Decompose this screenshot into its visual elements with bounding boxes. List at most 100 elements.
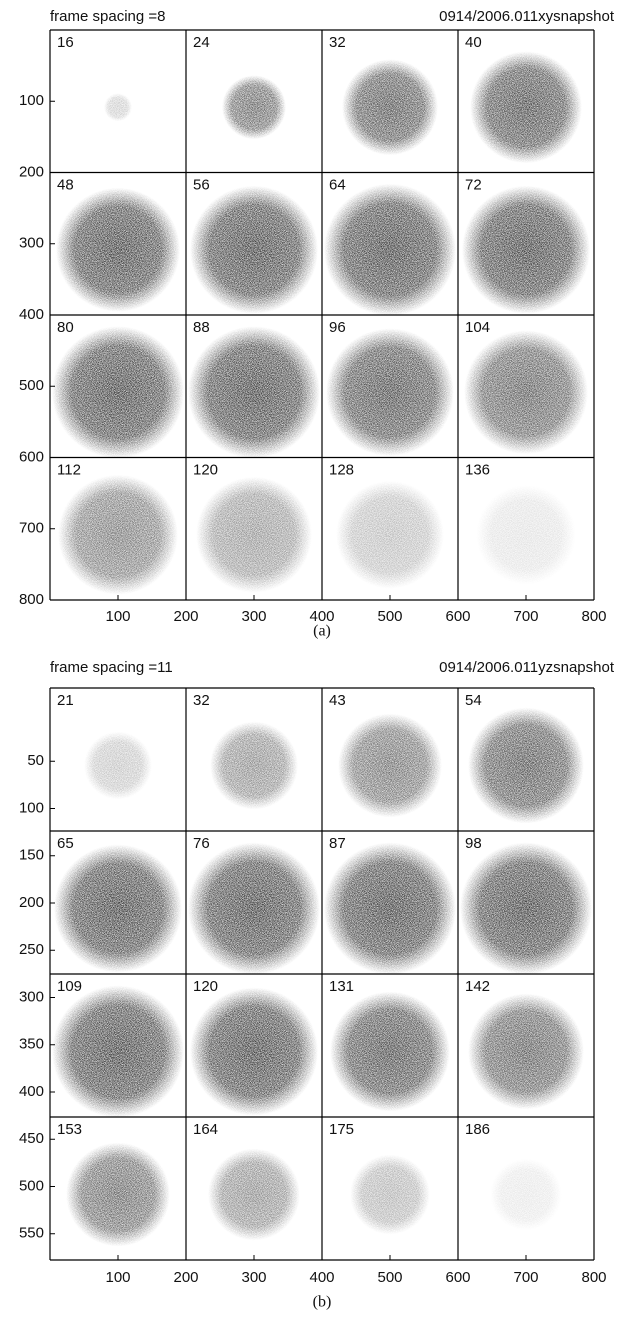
particle-cloud — [336, 480, 444, 589]
particle-cloud — [104, 93, 132, 122]
frame-number: 87 — [329, 835, 346, 852]
frame-number: 64 — [329, 176, 346, 193]
caption: (a) — [313, 623, 331, 640]
frame-number: 104 — [465, 319, 490, 336]
frame-number: 120 — [193, 978, 218, 995]
particle-cloud — [52, 326, 184, 459]
snapshot-tile: 109 — [50, 974, 186, 1118]
particle-cloud — [188, 842, 320, 975]
frame-number: 16 — [57, 34, 74, 51]
frame-number: 88 — [193, 319, 210, 336]
x-tick-label: 600 — [445, 1269, 470, 1286]
particle-cloud — [324, 842, 456, 975]
x-tick-label: 600 — [445, 608, 470, 625]
y-tick-label: 200 — [19, 163, 44, 180]
particle-cloud — [330, 991, 450, 1112]
frame-number: 65 — [57, 835, 74, 852]
particle-cloud — [52, 985, 184, 1118]
x-tick-label: 300 — [241, 1269, 266, 1286]
snapshot-tile: 175 — [322, 1117, 458, 1260]
particle-cloud — [324, 183, 456, 316]
particle-cloud — [326, 328, 454, 457]
particle-cloud — [468, 993, 584, 1110]
snapshot-tile: 56 — [186, 172, 322, 315]
particle-cloud — [56, 187, 180, 312]
snapshot-tile: 142 — [458, 974, 594, 1117]
frame-number: 153 — [57, 1121, 82, 1138]
y-tick-label: 100 — [19, 92, 44, 109]
frame-number: 76 — [193, 835, 210, 852]
snapshot-tile: 164 — [186, 1117, 322, 1260]
snapshot-tile: 24 — [186, 30, 322, 173]
particle-cloud — [210, 721, 298, 810]
frame-number: 112 — [57, 461, 81, 478]
x-tick-label: 300 — [241, 608, 266, 625]
caption: (b) — [313, 1294, 332, 1311]
snapshot-tile: 40 — [458, 30, 594, 173]
frame-number: 40 — [465, 34, 482, 51]
frame-number: 120 — [193, 461, 218, 478]
particle-cloud — [54, 844, 182, 973]
y-tick-label: 500 — [19, 1177, 44, 1194]
x-tick-label: 500 — [377, 1269, 402, 1286]
particle-cloud — [196, 476, 312, 593]
particle-cloud — [468, 707, 584, 824]
snapshot-tile: 88 — [186, 315, 322, 459]
frame-number: 80 — [57, 319, 74, 336]
x-tick-label: 800 — [581, 608, 606, 625]
header-left: frame spacing =8 — [50, 8, 165, 25]
y-tick-label: 100 — [19, 799, 44, 816]
snapshot-tile: 112 — [50, 457, 186, 600]
x-tick-label: 800 — [581, 1269, 606, 1286]
y-tick-label: 300 — [19, 988, 44, 1005]
frame-number: 136 — [465, 461, 490, 478]
frame-number: 98 — [465, 835, 482, 852]
y-tick-label: 50 — [27, 752, 44, 769]
snapshot-tile: 72 — [458, 172, 594, 315]
frame-number: 43 — [329, 692, 346, 709]
x-tick-label: 700 — [513, 608, 538, 625]
y-tick-label: 400 — [19, 1083, 44, 1100]
snapshot-tile: 131 — [322, 974, 458, 1117]
x-tick-label: 100 — [105, 1269, 130, 1286]
y-tick-label: 500 — [19, 377, 44, 394]
snapshot-tile: 186 — [458, 1117, 594, 1260]
y-tick-label: 800 — [19, 591, 44, 608]
particle-cloud — [460, 842, 592, 975]
snapshot-tile: 136 — [458, 457, 594, 600]
snapshot-tile: 98 — [458, 831, 594, 975]
snapshot-tile: 16 — [50, 30, 186, 173]
frame-number: 186 — [465, 1121, 490, 1138]
snapshot-tile: 54 — [458, 688, 594, 831]
frame-number: 54 — [465, 692, 482, 709]
frame-number: 142 — [465, 978, 490, 995]
particle-cloud — [464, 330, 588, 455]
y-tick-label: 300 — [19, 235, 44, 252]
snapshot-tile: 21 — [50, 688, 186, 831]
y-tick-label: 350 — [19, 1036, 44, 1053]
frame-number: 128 — [329, 461, 354, 478]
particle-cloud — [84, 731, 152, 800]
particle-cloud — [190, 987, 318, 1116]
snapshot-tile: 104 — [458, 315, 594, 458]
y-tick-label: 700 — [19, 520, 44, 537]
header-left: frame spacing =11 — [50, 659, 173, 676]
particle-cloud — [476, 484, 576, 585]
snapshot-tile: 48 — [50, 172, 186, 315]
particle-cloud — [350, 1154, 430, 1235]
x-tick-label: 400 — [309, 608, 334, 625]
particle-cloud — [58, 474, 178, 595]
snapshot-tile: 76 — [186, 831, 322, 975]
y-tick-label: 550 — [19, 1225, 44, 1242]
x-tick-label: 400 — [309, 1269, 334, 1286]
frame-number: 21 — [57, 692, 74, 709]
particle-cloud — [208, 1148, 300, 1241]
x-tick-label: 700 — [513, 1269, 538, 1286]
particle-cloud — [462, 185, 590, 314]
frame-number: 48 — [57, 176, 74, 193]
snapshot-tile: 64 — [322, 172, 458, 316]
frame-number: 175 — [329, 1121, 354, 1138]
x-tick-label: 200 — [173, 608, 198, 625]
frame-number: 32 — [329, 34, 346, 51]
x-tick-label: 200 — [173, 1269, 198, 1286]
